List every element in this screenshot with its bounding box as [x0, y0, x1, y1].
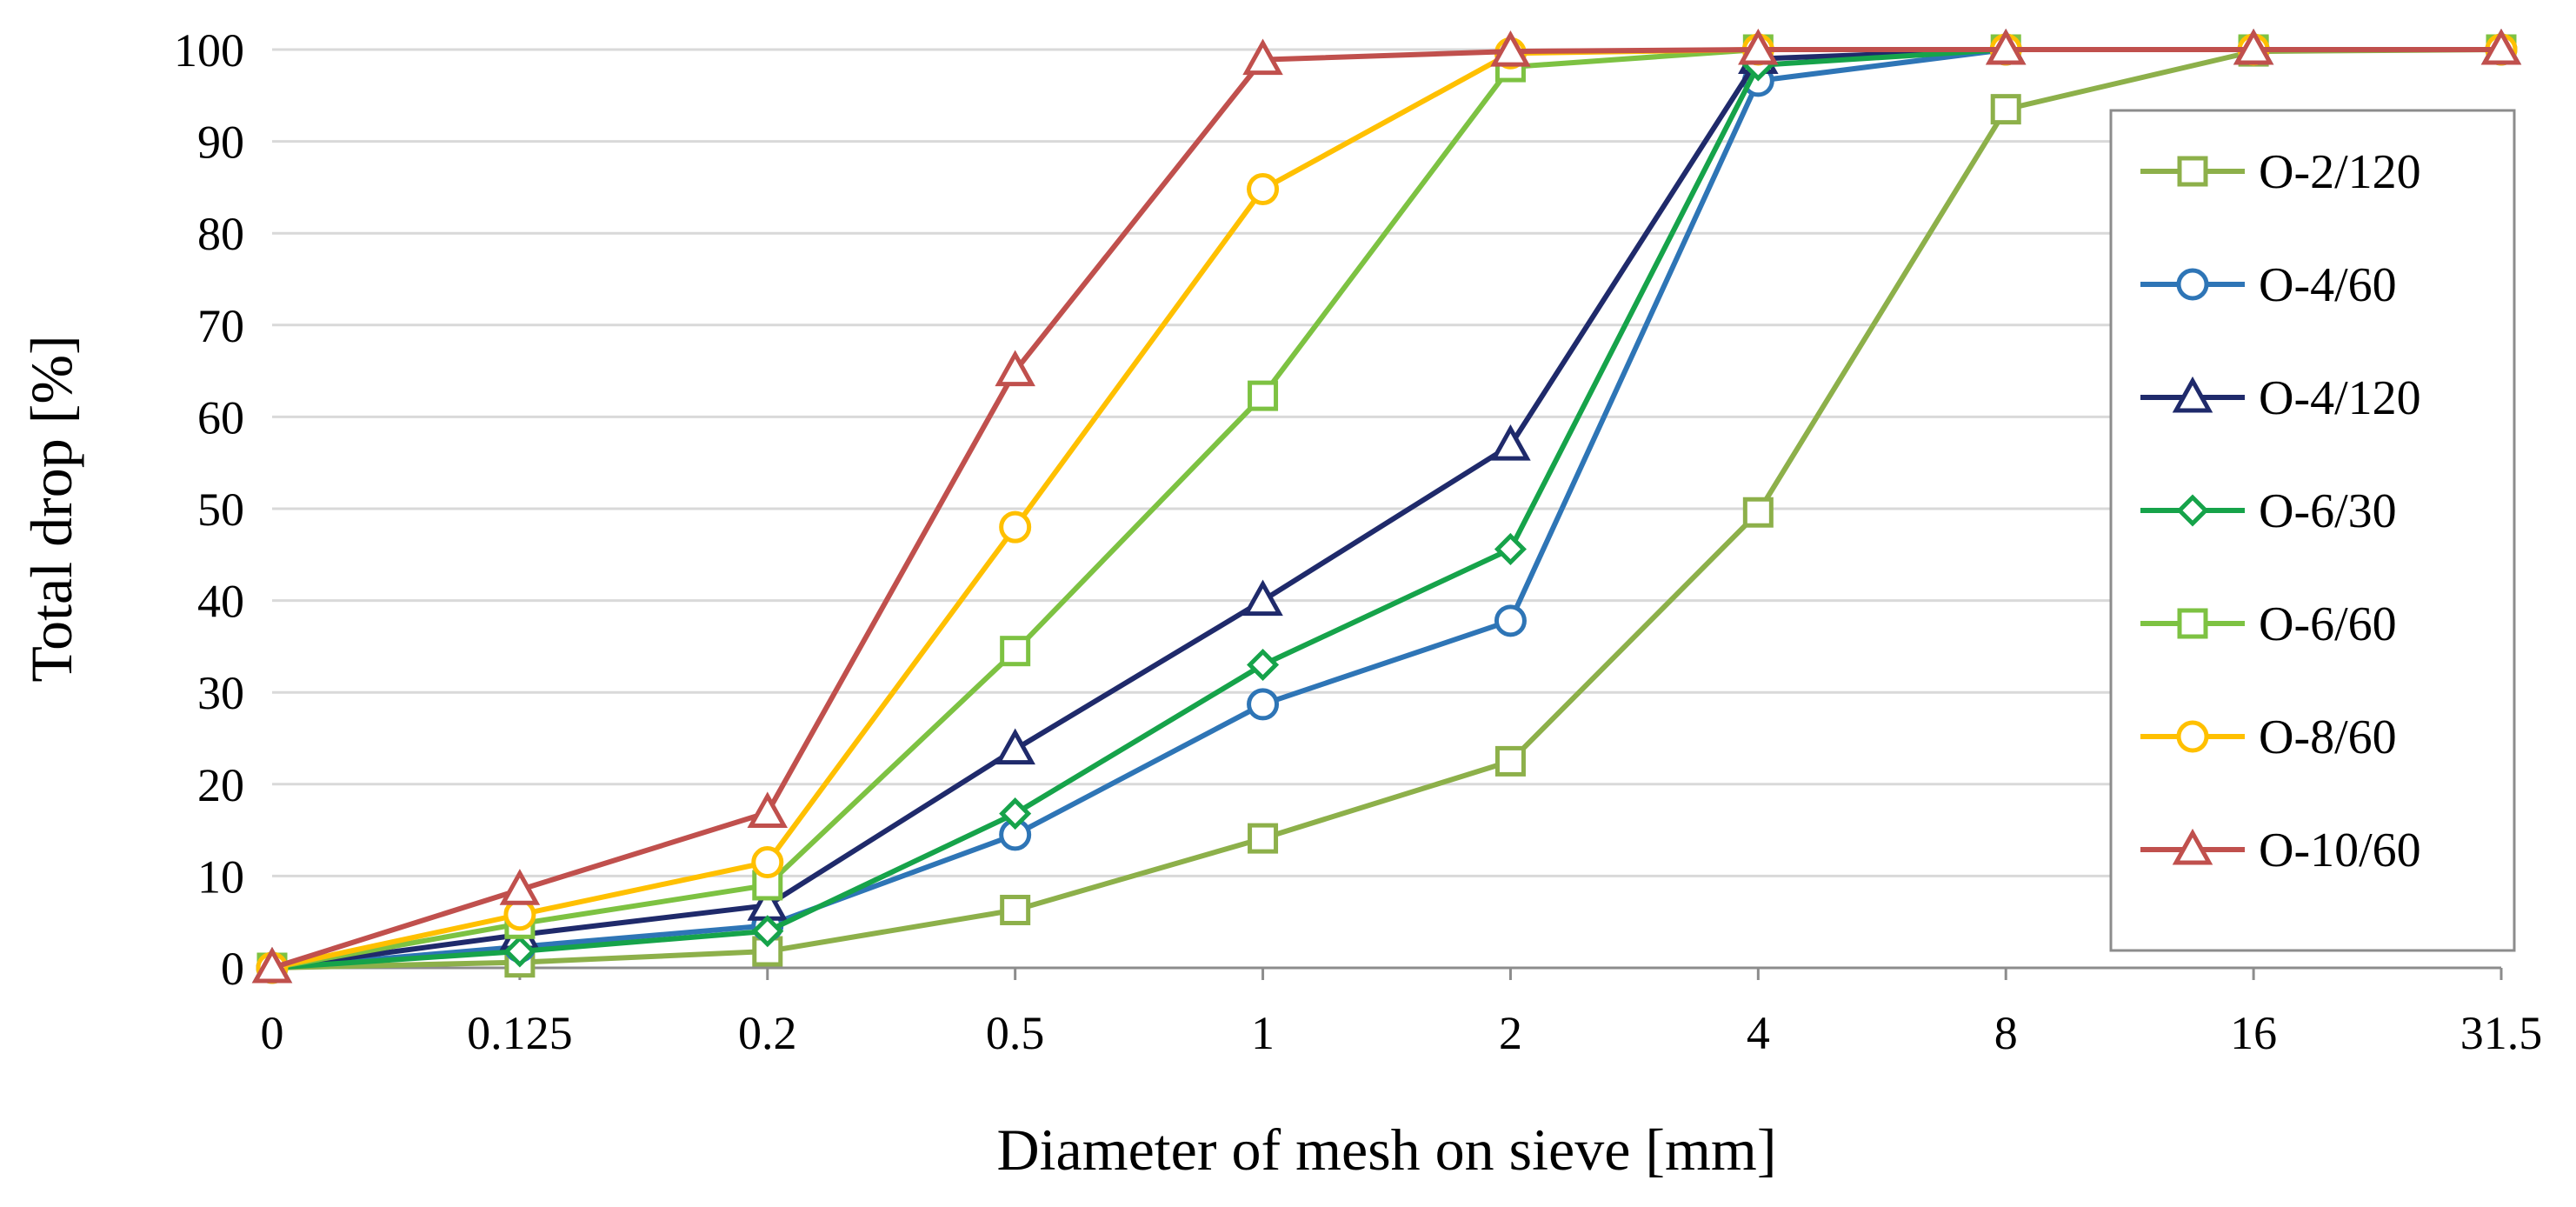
data-point [752, 936, 783, 967]
data-point [999, 797, 1032, 830]
data-point [1242, 38, 1283, 76]
data-point [1000, 636, 1031, 667]
x-tick-label: 8 [1994, 1007, 2018, 1059]
y-tick-label: 100 [174, 24, 244, 77]
y-tick-label: 80 [197, 208, 244, 260]
legend-label: O-2/120 [2259, 145, 2421, 199]
data-point [1247, 688, 1280, 721]
legend-item: O-4/60 [2140, 258, 2397, 312]
legend: O-2/120 O-4/60 O-4/120 O-6/30 O-6/60 O-8/60 O-… [2109, 109, 2516, 952]
data-point [1494, 604, 1527, 637]
x-tick-label: 4 [1747, 1007, 1770, 1059]
data-point [1000, 894, 1031, 925]
legend-item: O-4/120 [2140, 371, 2421, 425]
y-tick-label: 60 [197, 391, 244, 443]
data-point [1247, 648, 1280, 682]
data-point [995, 350, 1035, 387]
y-tick-label: 90 [197, 117, 244, 169]
data-point [1494, 532, 1527, 565]
data-point [747, 791, 789, 829]
y-tick-label: 0 [221, 943, 244, 995]
legend-item: O-8/60 [2140, 710, 2397, 764]
legend-marker [2176, 268, 2209, 301]
data-point [1738, 28, 1779, 65]
y-axis-title: Total drop [%] [18, 335, 84, 682]
legend-label: O-6/60 [2259, 597, 2397, 651]
x-axis-title: Diameter of mesh on sieve [mm] [997, 1117, 1777, 1183]
legend-label: O-6/30 [2259, 484, 2397, 538]
legend-marker [2177, 608, 2208, 639]
x-tick-label: 31.5 [2460, 1007, 2543, 1059]
legend-marker [2177, 156, 2208, 187]
data-point [2480, 28, 2522, 65]
legend-label: O-4/120 [2259, 371, 2421, 425]
data-point [1248, 823, 1279, 854]
x-tick-label: 0.2 [738, 1007, 797, 1059]
data-point [1248, 380, 1279, 411]
y-tick-label: 20 [197, 759, 244, 811]
x-tick-label: 0 [261, 1007, 284, 1059]
x-tick-label: 1 [1251, 1007, 1275, 1059]
y-tick-label: 50 [197, 483, 244, 536]
data-point [751, 915, 784, 948]
data-point [503, 935, 536, 968]
data-point [251, 946, 293, 984]
axes [270, 966, 2503, 980]
data-point [999, 510, 1032, 543]
data-point [1490, 424, 1531, 461]
y-tick-label: 40 [197, 576, 244, 628]
series-lines [251, 28, 2522, 984]
x-tick-label: 2 [1499, 1007, 1522, 1059]
x-tick-label: 16 [2230, 1007, 2277, 1059]
legend-item: O-2/120 [2140, 145, 2421, 199]
legend-label: O-10/60 [2259, 824, 2421, 877]
data-point [1985, 28, 2027, 65]
legend-item: O-6/60 [2140, 597, 2397, 651]
legend-marker [2172, 828, 2213, 865]
legend-marker [2176, 494, 2209, 527]
legend-item: O-6/30 [2140, 484, 2397, 538]
y-tick-label: 10 [197, 850, 244, 903]
data-point [2233, 28, 2274, 65]
data-point [499, 869, 541, 905]
tick-labels: 0 10 20 30 40 50 60 70 80 90 100 0 0.125 0.2 0.5 1 2 4 8 16… [174, 24, 2542, 1059]
y-tick-label: 70 [197, 300, 244, 352]
legend-marker [2172, 376, 2213, 413]
legend-box [2109, 109, 2516, 952]
data-point [751, 846, 784, 879]
data-point [1990, 94, 2021, 125]
data-point [1742, 497, 1774, 528]
series-O-10/60 [251, 28, 2522, 984]
data-point [1490, 30, 1531, 67]
legend-marker [2176, 720, 2209, 753]
legend-label: O-4/60 [2259, 258, 2397, 312]
x-tick-label: 0.125 [467, 1007, 573, 1059]
legend-label: O-8/60 [2259, 710, 2397, 764]
series-line [271, 47, 2502, 970]
y-tick-label: 30 [197, 667, 244, 719]
data-point [995, 728, 1035, 765]
data-point [1494, 745, 1526, 777]
x-tick-label: 0.5 [986, 1007, 1045, 1059]
series-line [271, 47, 2501, 970]
data-point [1242, 579, 1283, 617]
legend-item: O-10/60 [2140, 824, 2421, 877]
data-point [1247, 173, 1280, 206]
